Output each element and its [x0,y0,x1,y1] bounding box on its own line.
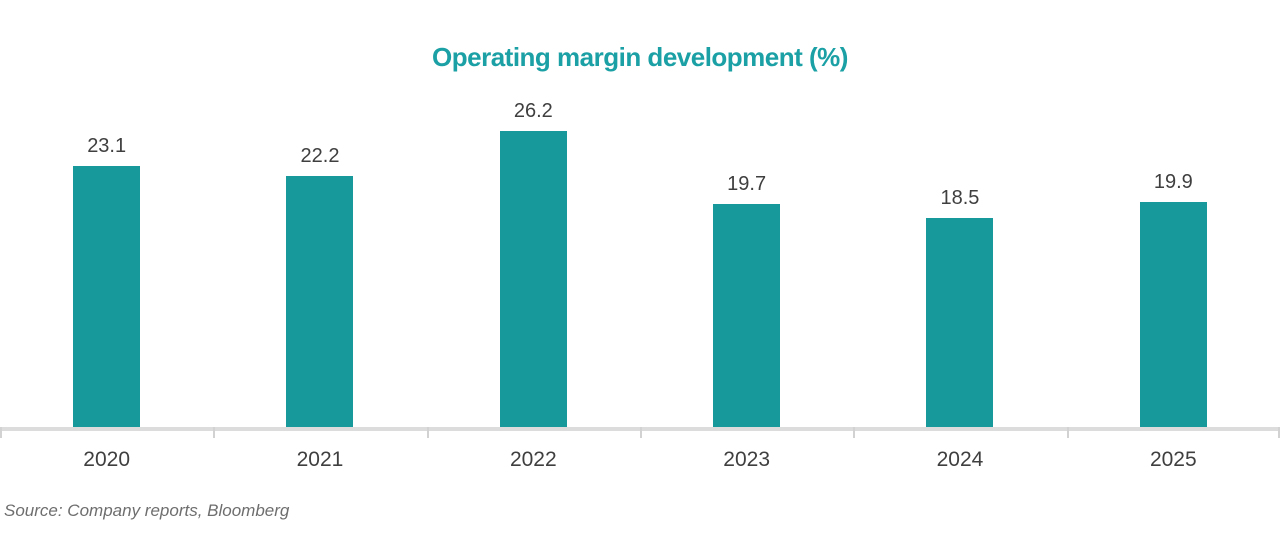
x-axis-tick [853,427,856,438]
bar-cell: 26.2 [427,87,640,427]
x-axis-label-2021: 2021 [296,448,344,471]
bar-2024: 18.5 [926,187,994,427]
chart-title: Operating margin development (%) [432,42,848,72]
bar-cell: 23.1 [0,87,213,427]
x-axis-label-2025: 2025 [1149,448,1197,471]
bar-value-label: 23.1 [87,135,127,157]
x-axis-tick [1066,427,1069,438]
x-axis-tick [426,427,429,438]
plot-area: 23.1 22.2 26.2 19.7 18.5 19.9 [0,87,1280,427]
bar-value-label: 26.2 [513,99,553,122]
bar-2020: 23.1 [73,135,141,427]
bar-cell: 19.9 [1067,87,1280,427]
bar-value-label: 18.5 [940,186,980,209]
x-axis-tick [1278,427,1280,438]
bar-value-label: 22.2 [300,145,340,168]
x-axis-tick [640,427,642,438]
x-axis-label-2020: 2020 [83,448,131,471]
x-axis-label-2024: 2024 [936,448,984,471]
bar-2023: 19.7 [713,173,781,427]
x-axis-tick [0,427,2,438]
bar-2022: 26.2 [499,100,567,427]
bar-cell: 22.2 [213,87,426,427]
x-axis-label-2023: 2023 [723,448,770,471]
bar-value-label: 19.7 [727,173,767,196]
x-axis-tick [213,427,216,438]
x-axis-labels: 2020 2021 2022 2023 2024 2025 [0,448,1280,472]
bar-cell: 18.5 [853,87,1066,427]
bar-2021: 22.2 [286,145,354,427]
bar-2025: 19.9 [1139,171,1207,427]
x-axis-label-2022: 2022 [509,448,557,471]
bar-cell: 19.7 [640,87,853,427]
bar-value-label: 19.9 [1153,171,1193,194]
source-note: Source: Company reports, Bloomberg [4,501,290,520]
